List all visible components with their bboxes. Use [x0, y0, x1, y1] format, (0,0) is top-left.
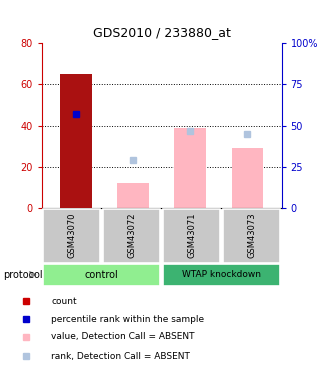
- Bar: [43, 264, 160, 286]
- Title: GDS2010 / 233880_at: GDS2010 / 233880_at: [93, 26, 230, 39]
- Text: rank, Detection Call = ABSENT: rank, Detection Call = ABSENT: [51, 352, 190, 361]
- Text: GSM43071: GSM43071: [187, 213, 196, 258]
- Text: GSM43072: GSM43072: [127, 213, 136, 258]
- Bar: [174, 128, 206, 208]
- Text: GSM43070: GSM43070: [67, 213, 76, 258]
- Bar: [163, 209, 220, 262]
- Bar: [163, 264, 280, 286]
- Bar: [43, 209, 100, 262]
- Text: control: control: [85, 270, 118, 280]
- Bar: [232, 148, 263, 208]
- Text: count: count: [51, 297, 77, 306]
- Bar: [117, 183, 149, 208]
- Text: protocol: protocol: [3, 270, 43, 280]
- Text: WTAP knockdown: WTAP knockdown: [182, 270, 261, 279]
- Text: GSM43073: GSM43073: [247, 213, 256, 258]
- Text: percentile rank within the sample: percentile rank within the sample: [51, 315, 204, 324]
- Bar: [103, 209, 160, 262]
- Bar: [60, 74, 92, 208]
- Bar: [223, 209, 280, 262]
- Text: value, Detection Call = ABSENT: value, Detection Call = ABSENT: [51, 332, 195, 341]
